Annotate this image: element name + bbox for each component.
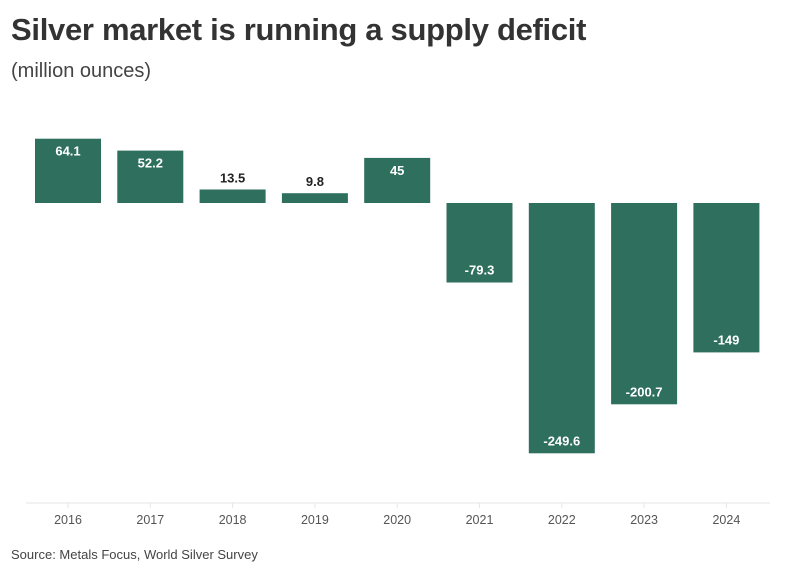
chart-subtitle: (million ounces): [11, 60, 152, 82]
data-label-2016: 64.1: [55, 144, 80, 159]
bar-2020: [364, 157, 431, 203]
data-label-2019: 9.8: [306, 174, 324, 189]
chart-title: Silver market is running a supply defici…: [11, 12, 587, 47]
bar-2021: [446, 203, 513, 283]
x-tick-label: 2021: [466, 513, 494, 527]
data-label-2021: -79.3: [465, 263, 495, 278]
data-label-2023: -200.7: [626, 384, 663, 399]
data-label-2018: 13.5: [220, 171, 245, 186]
bar-2018: [199, 189, 266, 203]
bar-2024: [693, 203, 760, 353]
x-tick-label: 2016: [54, 513, 82, 527]
x-tick-label: 2018: [219, 513, 247, 527]
bar-2019: [281, 193, 348, 203]
x-tick-label: 2017: [136, 513, 164, 527]
x-tick-label: 2020: [383, 513, 411, 527]
x-tick-label: 2023: [630, 513, 658, 527]
x-tick-label: 2022: [548, 513, 576, 527]
source-note: Source: Metals Focus, World Silver Surve…: [11, 547, 258, 562]
data-label-2020: 45: [390, 163, 404, 178]
data-label-2024: -149: [713, 332, 739, 347]
bar-2022: [528, 203, 595, 454]
bar-2016: [35, 138, 101, 203]
data-label-2022: -249.6: [543, 433, 580, 448]
bar-2017: [117, 150, 184, 203]
bar-2023: [611, 203, 678, 405]
data-label-2017: 52.2: [138, 156, 163, 171]
x-tick-label: 2024: [712, 513, 740, 527]
x-tick-label: 2019: [301, 513, 329, 527]
